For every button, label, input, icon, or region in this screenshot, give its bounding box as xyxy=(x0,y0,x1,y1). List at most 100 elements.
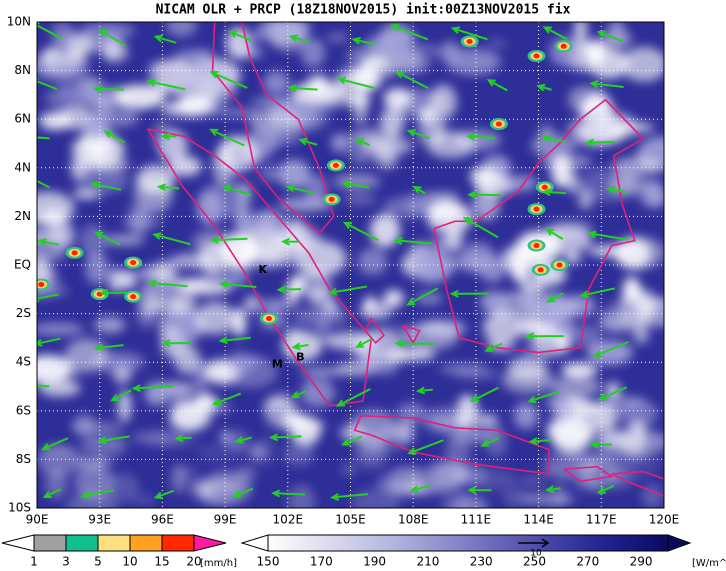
wind-arrow-head xyxy=(355,340,365,348)
wind-arrow-head xyxy=(40,443,51,451)
cloud xyxy=(113,84,166,110)
wind-arrow xyxy=(229,30,253,42)
wind-arrow xyxy=(290,35,310,44)
wind-arrow-head xyxy=(42,490,52,498)
cloud xyxy=(621,47,664,82)
wind-arrow xyxy=(213,392,242,405)
lon-label: 96E xyxy=(151,513,174,527)
lon-label: 114E xyxy=(523,513,554,527)
wind-arrow-head xyxy=(587,230,597,239)
rain-cell xyxy=(265,315,272,321)
cloud xyxy=(503,487,530,508)
wind-arrow-head xyxy=(153,491,163,500)
colorbar-label: 10 xyxy=(122,555,137,569)
cloud xyxy=(615,426,646,437)
cloud xyxy=(376,145,398,169)
lon-label: 111E xyxy=(461,513,492,527)
wind-arrow-head xyxy=(544,228,554,236)
colorbar-ramp xyxy=(267,534,669,552)
colorbar-label: 150 xyxy=(257,555,280,569)
cloud xyxy=(551,376,601,397)
wind-arrow xyxy=(395,239,433,245)
wind-arrow-head xyxy=(470,394,480,402)
cloud xyxy=(485,39,508,49)
cloud xyxy=(561,362,598,378)
coastline xyxy=(402,324,421,345)
cloud xyxy=(196,444,241,462)
cloud xyxy=(177,93,210,114)
wind-arrow xyxy=(271,435,302,439)
wind-arrow-head xyxy=(606,186,616,194)
wind-arrow xyxy=(148,80,186,91)
cloud xyxy=(142,300,190,313)
coastline xyxy=(353,414,550,475)
lat-label: EQ xyxy=(14,258,31,272)
cloud xyxy=(503,175,539,192)
cloud xyxy=(566,173,581,194)
cloud xyxy=(387,352,410,363)
wind-arrow xyxy=(95,87,124,91)
cloud xyxy=(169,400,205,431)
lat-label: 10S xyxy=(8,501,31,515)
cloud xyxy=(128,208,151,235)
wind-vectors xyxy=(29,22,629,501)
wind-arrow xyxy=(488,79,508,92)
lon-label: 105E xyxy=(335,513,366,527)
coastlines xyxy=(147,22,664,497)
colorbar-label: 15 xyxy=(154,555,169,569)
cloud xyxy=(611,396,647,410)
wind-arrow-head xyxy=(228,30,238,38)
cloud xyxy=(383,87,412,110)
cloud xyxy=(227,350,252,379)
cloud xyxy=(599,313,644,333)
cloud xyxy=(300,378,335,408)
colorbar-end xyxy=(193,534,227,552)
cloud xyxy=(37,354,73,383)
vector-key-head xyxy=(541,538,550,548)
cloud xyxy=(552,419,589,456)
cloud xyxy=(641,484,664,508)
cloud xyxy=(341,463,357,476)
wind-arrow xyxy=(464,217,499,239)
wind-arrow-head xyxy=(271,489,281,498)
wind-arrow-head xyxy=(596,30,606,38)
cloud xyxy=(639,186,664,209)
cloud xyxy=(383,196,431,218)
wind-arrow xyxy=(104,130,126,144)
cloud xyxy=(231,307,247,337)
wind-arrow xyxy=(292,390,307,398)
cloud xyxy=(380,106,405,136)
wind-arrow xyxy=(411,484,431,492)
wind-arrow-head xyxy=(29,134,36,140)
cloud xyxy=(371,357,399,375)
colorbar-cell xyxy=(97,534,131,552)
wind-arrow-head xyxy=(541,188,551,197)
cloud xyxy=(472,188,500,221)
cloud xyxy=(287,485,315,508)
coastline xyxy=(364,317,386,344)
cloud xyxy=(513,402,539,430)
cloud xyxy=(300,38,326,68)
wind-arrow-head xyxy=(528,437,538,446)
wind-arrow xyxy=(338,77,375,89)
wind-arrow-head xyxy=(99,288,109,297)
cloud xyxy=(504,312,524,329)
cloud xyxy=(365,36,395,52)
wind-arrow-head xyxy=(146,78,156,87)
cloud xyxy=(169,253,219,269)
cloud xyxy=(445,436,471,464)
cloud xyxy=(331,133,349,153)
cloud xyxy=(74,464,114,500)
rain-cell xyxy=(560,43,567,49)
colorbar-unit: [mm/h] xyxy=(200,558,237,569)
cloud xyxy=(248,126,280,155)
lat-label: 2N xyxy=(14,209,31,223)
lon-label: 102E xyxy=(273,513,304,527)
cloud xyxy=(199,486,215,501)
vector-key-label: 10 xyxy=(530,549,542,559)
cloud xyxy=(38,380,81,397)
cloud xyxy=(107,472,139,503)
wind-arrow-head xyxy=(110,393,120,402)
wind-arrow xyxy=(111,389,132,402)
